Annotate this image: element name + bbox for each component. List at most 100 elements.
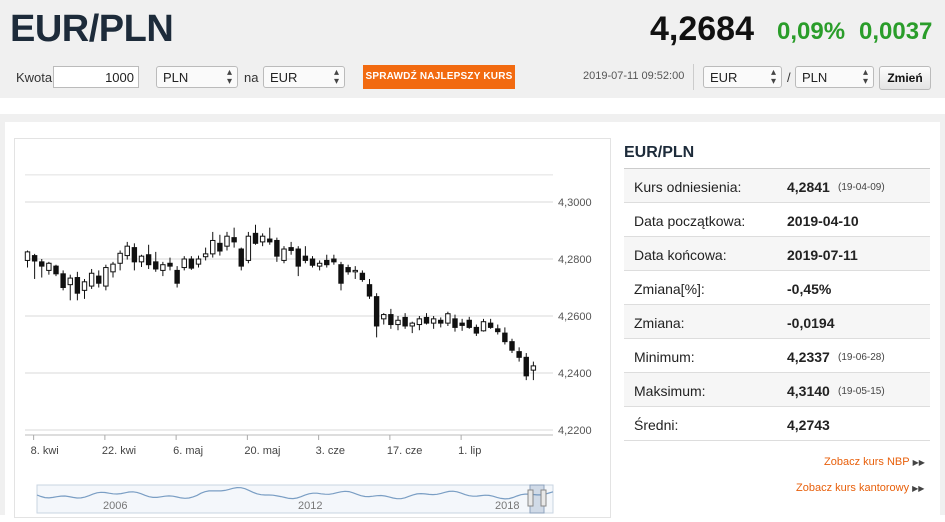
candle-down <box>502 332 508 343</box>
stats-row: Data końcowa: 2019-07-11 <box>624 237 930 271</box>
exchange-office-link[interactable]: Zobacz kurs kantorowy ▶▶ <box>796 482 924 494</box>
x-tick-label: 3. cze <box>316 445 345 457</box>
candle-down <box>487 322 494 328</box>
nbp-rate-link[interactable]: Zobacz kurs NBP ▶▶ <box>824 456 925 468</box>
candle-up <box>281 248 287 261</box>
navigator-handle-right <box>540 489 547 507</box>
candle-down <box>60 273 66 289</box>
candle-up <box>202 253 209 258</box>
candle-down <box>509 341 515 351</box>
stats-row: Kurs odniesienia: 4,2841 (19-04-09) <box>624 169 930 203</box>
x-tick-label: 22. kwi <box>102 445 136 457</box>
candle-up <box>381 314 387 320</box>
stats-row: Minimum: 4,2337 (19-06-28) <box>624 339 930 373</box>
exchange-office-link-label: Zobacz kurs kantorowy <box>796 482 910 494</box>
stats-label: Maksimum: <box>634 383 706 399</box>
navigator-year-label: 2018 <box>495 500 519 512</box>
candle-down <box>267 238 273 243</box>
candle-up <box>46 262 52 271</box>
nbp-rate-link-label: Zobacz kurs NBP <box>824 456 910 468</box>
stats-date: (19-05-15) <box>838 386 885 397</box>
x-tick-label: 20. maj <box>244 445 280 457</box>
candle-down <box>523 356 529 377</box>
change-pair-button[interactable]: Zmień <box>879 66 931 90</box>
y-tick-label: 4,2400 <box>558 368 592 380</box>
page-title: EUR/PLN <box>10 8 174 50</box>
x-tick-label: 6. maj <box>173 445 203 457</box>
candle-up <box>259 235 266 243</box>
candle-down <box>274 239 280 257</box>
candlestick-chart[interactable]: 4,3000 4,2800 4,2600 4,2400 4,2200 8. kwi 22. … <box>15 139 610 517</box>
y-tick-label: 4,3000 <box>558 197 592 209</box>
to-currency-select[interactable]: EUR ▴ ▾ <box>263 66 345 88</box>
candle-up <box>245 235 252 261</box>
candle-down <box>345 267 351 273</box>
candle-up <box>110 263 116 273</box>
y-tick-label: 4,2800 <box>558 254 592 266</box>
amount-input[interactable] <box>53 66 139 88</box>
candle-down <box>438 319 444 324</box>
candle-down <box>331 258 337 263</box>
best-rate-button[interactable]: SPRAWDŹ NAJLEPSZY KURS <box>363 65 515 89</box>
navigator-handle-left <box>527 489 534 507</box>
candle-down <box>288 247 294 251</box>
candle-up <box>88 272 95 287</box>
candle-up <box>210 239 216 255</box>
stats-table: Kurs odniesienia: 4,2841 (19-04-09) Data… <box>624 168 930 441</box>
candle-down <box>366 284 373 297</box>
navigator-year-label: 2012 <box>298 500 322 512</box>
candle-up <box>24 251 31 261</box>
candle-up <box>416 318 423 326</box>
candle-down <box>217 242 223 252</box>
candle-down <box>324 259 330 266</box>
from-currency-value: PLN <box>163 70 189 85</box>
candle-down <box>174 269 180 284</box>
candle-up <box>160 264 166 271</box>
x-tick-label: 1. lip <box>458 445 481 457</box>
current-rate: 4,2684 <box>650 10 754 48</box>
change-percent: 0,09% <box>777 18 846 45</box>
stats-title: EUR/PLN <box>624 144 695 161</box>
candle-up <box>316 262 323 267</box>
candle-up <box>124 245 130 257</box>
updown-arrows-icon: ▴ ▾ <box>770 67 776 87</box>
stats-label: Data końcowa: <box>634 247 727 263</box>
navigator-frame <box>36 484 554 514</box>
stats-value: 4,3140 <box>787 383 830 399</box>
candle-down <box>188 258 195 269</box>
from-currency-select[interactable]: PLN ▴ ▾ <box>156 66 238 88</box>
candle-down <box>31 255 38 262</box>
y-tick-label: 4,2600 <box>558 311 592 323</box>
chart-container[interactable]: 4,3000 4,2800 4,2600 4,2400 4,2200 8. kwi 22. … <box>14 138 611 518</box>
candle-up <box>181 258 187 269</box>
candle-down <box>167 262 173 267</box>
candle-down <box>231 237 237 243</box>
stats-label: Zmiana: <box>634 315 685 331</box>
candle-up <box>480 321 487 332</box>
candle-down <box>473 326 480 334</box>
candle-down <box>452 318 458 328</box>
stats-row: Średni: 4,2743 <box>624 407 930 441</box>
stats-row: Data początkowa: 2019-04-10 <box>624 203 930 237</box>
stats-row: Maksimum: 4,3140 (19-05-15) <box>624 373 930 407</box>
rate-timestamp: 2019-07-11 09:52:00 <box>583 70 685 82</box>
stats-value: 4,2841 <box>787 179 830 195</box>
y-tick-label: 4,2200 <box>558 425 592 437</box>
candle-up <box>138 255 145 263</box>
pair-base-value: EUR <box>710 70 738 85</box>
candle-up <box>117 252 123 264</box>
candle-down <box>388 314 394 326</box>
stats-row: Zmiana: -0,0194 <box>624 305 930 339</box>
candle-down <box>131 247 138 263</box>
pair-quote-select[interactable]: PLN ▴ ▾ <box>795 66 874 88</box>
x-tick-label: 8. kwi <box>31 445 59 457</box>
candle-down <box>145 254 152 266</box>
candle-down <box>516 351 522 358</box>
candle-up <box>445 313 451 324</box>
stats-value: 4,2743 <box>787 417 830 433</box>
candle-down <box>252 232 259 244</box>
candle-up <box>195 258 202 265</box>
pair-base-select[interactable]: EUR ▴ ▾ <box>703 66 782 88</box>
candle-down <box>238 248 244 267</box>
candle-down <box>495 328 501 333</box>
